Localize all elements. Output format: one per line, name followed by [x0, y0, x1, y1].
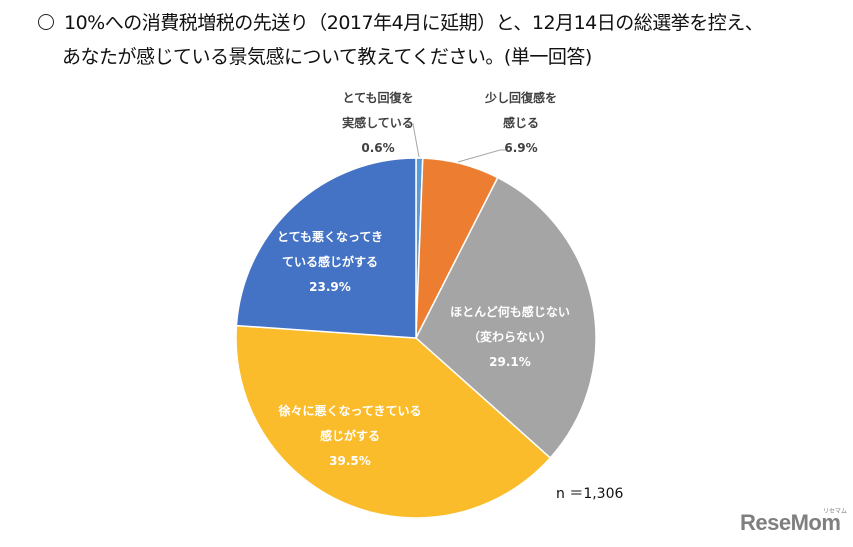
leader-line-1: [457, 149, 506, 163]
pie-slice-4: [235, 157, 417, 339]
label-slice-4: とても悪くなってき ている感じがする 23.9%: [276, 230, 384, 294]
pie-slice-2: [415, 176, 597, 459]
chart-title-line2: あなたが感じている景気感について教えてください。(単一回答): [62, 46, 592, 68]
title-text-line1: 10%への消費税増税の先送り（2017年4月に延期）と、12月14日の総選挙を控…: [64, 12, 764, 34]
label-slice-3: 徐々に悪くなってきている 感じがする 39.5%: [278, 404, 422, 468]
resemom-logo-sub: リセマム: [823, 508, 848, 515]
pie-slice-3: [235, 324, 552, 519]
label-slice-1: 少し回復感を 感じる 6.9%: [484, 91, 557, 155]
circle-bullet-icon: [38, 14, 54, 30]
resemom-logo: ReseMom: [740, 510, 841, 535]
label-slice-0: とても回復を 実感している 0.6%: [342, 91, 414, 155]
label-slice-2: ほとんど何も感じない （変わらない） 29.1%: [450, 305, 570, 369]
sample-size-label: n ＝1,306: [556, 486, 624, 502]
leader-line-0: [409, 123, 420, 158]
chart-title-line1: 10%への消費税増税の先送り（2017年4月に延期）と、12月14日の総選挙を控…: [38, 11, 764, 35]
